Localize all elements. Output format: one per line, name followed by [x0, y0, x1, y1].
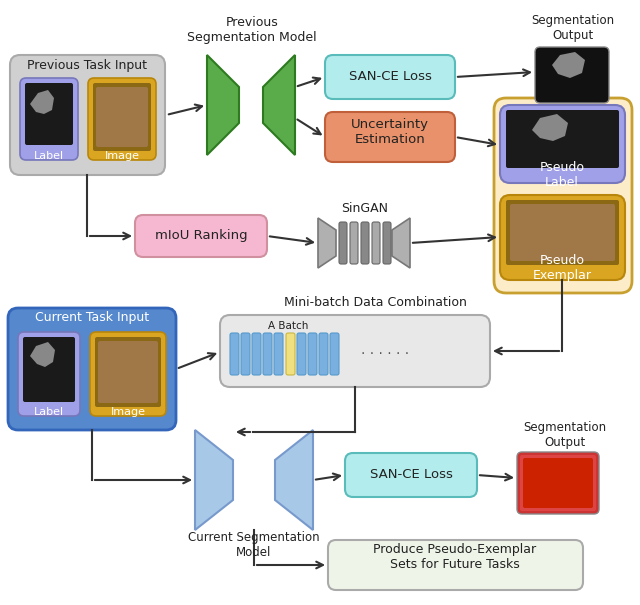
Text: A Batch: A Batch — [268, 321, 308, 331]
FancyBboxPatch shape — [135, 215, 267, 257]
FancyBboxPatch shape — [500, 105, 625, 183]
FancyBboxPatch shape — [510, 204, 615, 261]
FancyBboxPatch shape — [230, 333, 239, 375]
Polygon shape — [275, 430, 313, 530]
FancyBboxPatch shape — [263, 333, 272, 375]
FancyBboxPatch shape — [506, 200, 619, 265]
Text: Pseudo
Label: Pseudo Label — [540, 161, 584, 189]
FancyBboxPatch shape — [328, 540, 583, 590]
FancyBboxPatch shape — [90, 332, 166, 416]
Polygon shape — [207, 55, 239, 155]
FancyBboxPatch shape — [252, 333, 261, 375]
FancyBboxPatch shape — [517, 452, 599, 514]
Text: Previous
Segmentation Model: Previous Segmentation Model — [187, 16, 317, 44]
FancyBboxPatch shape — [325, 112, 455, 162]
FancyBboxPatch shape — [520, 455, 596, 511]
FancyBboxPatch shape — [93, 83, 151, 151]
Text: Previous Task Input: Previous Task Input — [27, 59, 147, 71]
Polygon shape — [263, 55, 295, 155]
FancyBboxPatch shape — [506, 110, 619, 168]
Polygon shape — [532, 114, 568, 141]
FancyBboxPatch shape — [494, 98, 632, 293]
FancyBboxPatch shape — [8, 308, 176, 430]
Text: Current Task Input: Current Task Input — [35, 312, 149, 324]
FancyBboxPatch shape — [88, 78, 156, 160]
FancyBboxPatch shape — [25, 83, 73, 145]
Polygon shape — [318, 218, 336, 268]
Text: Segmentation
Output: Segmentation Output — [524, 421, 607, 449]
Text: mIoU Ranking: mIoU Ranking — [155, 229, 247, 243]
Text: Mini-batch Data Combination: Mini-batch Data Combination — [284, 295, 467, 309]
FancyBboxPatch shape — [345, 453, 477, 497]
FancyBboxPatch shape — [383, 222, 391, 264]
FancyBboxPatch shape — [319, 333, 328, 375]
FancyBboxPatch shape — [308, 333, 317, 375]
Text: Pseudo
Exemplar: Pseudo Exemplar — [532, 254, 591, 282]
Text: SinGAN: SinGAN — [342, 201, 388, 215]
Text: Label: Label — [34, 407, 64, 417]
Text: Current Segmentation
Model: Current Segmentation Model — [188, 531, 320, 559]
FancyBboxPatch shape — [523, 458, 593, 508]
Text: · · · · · ·: · · · · · · — [361, 347, 409, 361]
FancyBboxPatch shape — [96, 87, 148, 147]
FancyBboxPatch shape — [95, 337, 161, 407]
FancyBboxPatch shape — [535, 47, 609, 103]
FancyBboxPatch shape — [330, 333, 339, 375]
Text: Image: Image — [111, 407, 145, 417]
Polygon shape — [392, 218, 410, 268]
Text: Label: Label — [34, 151, 64, 161]
FancyBboxPatch shape — [372, 222, 380, 264]
FancyBboxPatch shape — [10, 55, 165, 175]
FancyBboxPatch shape — [20, 78, 78, 160]
FancyBboxPatch shape — [286, 333, 295, 375]
Text: SAN-CE Loss: SAN-CE Loss — [369, 468, 452, 482]
Polygon shape — [552, 52, 585, 78]
Text: Image: Image — [104, 151, 140, 161]
FancyBboxPatch shape — [325, 55, 455, 99]
FancyBboxPatch shape — [98, 341, 158, 403]
FancyBboxPatch shape — [274, 333, 283, 375]
Text: Uncertainty
Estimation: Uncertainty Estimation — [351, 118, 429, 146]
FancyBboxPatch shape — [361, 222, 369, 264]
FancyBboxPatch shape — [297, 333, 306, 375]
Polygon shape — [195, 430, 233, 530]
FancyBboxPatch shape — [220, 315, 490, 387]
FancyBboxPatch shape — [18, 332, 80, 416]
Polygon shape — [30, 342, 55, 367]
Text: Segmentation
Output: Segmentation Output — [531, 14, 614, 42]
FancyBboxPatch shape — [23, 337, 75, 402]
Text: SAN-CE Loss: SAN-CE Loss — [349, 71, 431, 83]
FancyBboxPatch shape — [350, 222, 358, 264]
Text: Produce Pseudo-Exemplar
Sets for Future Tasks: Produce Pseudo-Exemplar Sets for Future … — [373, 543, 536, 571]
FancyBboxPatch shape — [500, 195, 625, 280]
FancyBboxPatch shape — [241, 333, 250, 375]
FancyBboxPatch shape — [339, 222, 347, 264]
Polygon shape — [30, 90, 54, 114]
